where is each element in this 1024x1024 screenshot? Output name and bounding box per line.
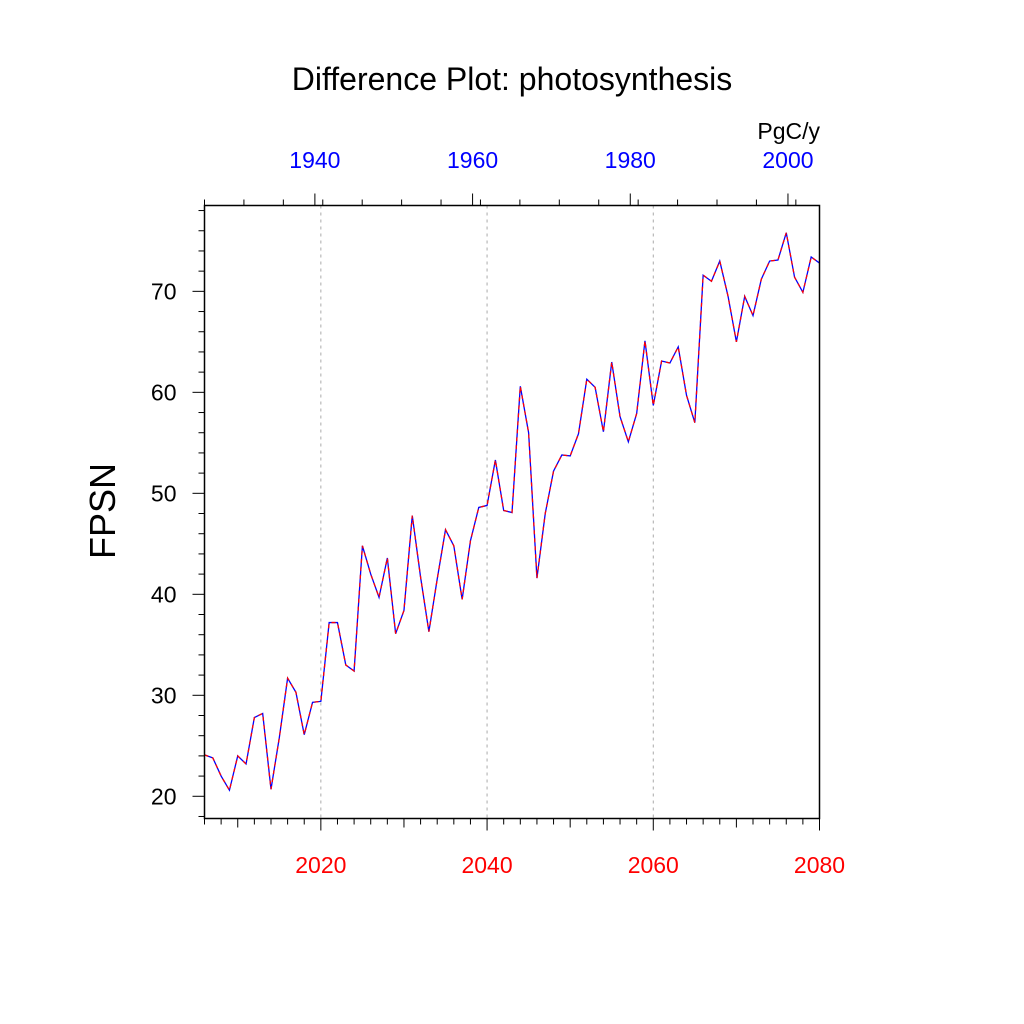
x-bottom-tick-label: 2060 bbox=[628, 852, 679, 878]
data-series bbox=[204, 232, 820, 792]
x-bottom-tick-label: 2080 bbox=[794, 852, 845, 878]
y-tick-label: 50 bbox=[151, 480, 177, 506]
x-top-tick-label: 2000 bbox=[762, 147, 813, 173]
series-line-overlay bbox=[204, 232, 820, 792]
y-tick-label: 20 bbox=[151, 783, 177, 809]
x-axis-top: 1940 1960 1980 2000 bbox=[204, 147, 814, 206]
y-tick-label: 30 bbox=[151, 682, 177, 708]
units-label: PgC/y bbox=[757, 118, 820, 144]
y-axis: 20 30 40 50 60 70 bbox=[151, 210, 205, 817]
y-tick-label: 60 bbox=[151, 379, 177, 405]
y-axis-label: FPSN bbox=[82, 463, 123, 559]
y-tick-label: 70 bbox=[151, 278, 177, 304]
plot-frame bbox=[203, 204, 821, 820]
x-bottom-tick-label: 2040 bbox=[461, 852, 512, 878]
grid-lines bbox=[320, 205, 654, 819]
x-axis-bottom: 2020 2040 2060 2080 bbox=[204, 818, 845, 878]
x-top-tick-label: 1980 bbox=[605, 147, 656, 173]
x-top-tick-label: 1940 bbox=[289, 147, 340, 173]
y-tick-label: 40 bbox=[151, 581, 177, 607]
chart-title: Difference Plot: photosynthesis bbox=[292, 61, 733, 97]
x-bottom-tick-label: 2020 bbox=[295, 852, 346, 878]
x-top-tick-label: 1960 bbox=[447, 147, 498, 173]
